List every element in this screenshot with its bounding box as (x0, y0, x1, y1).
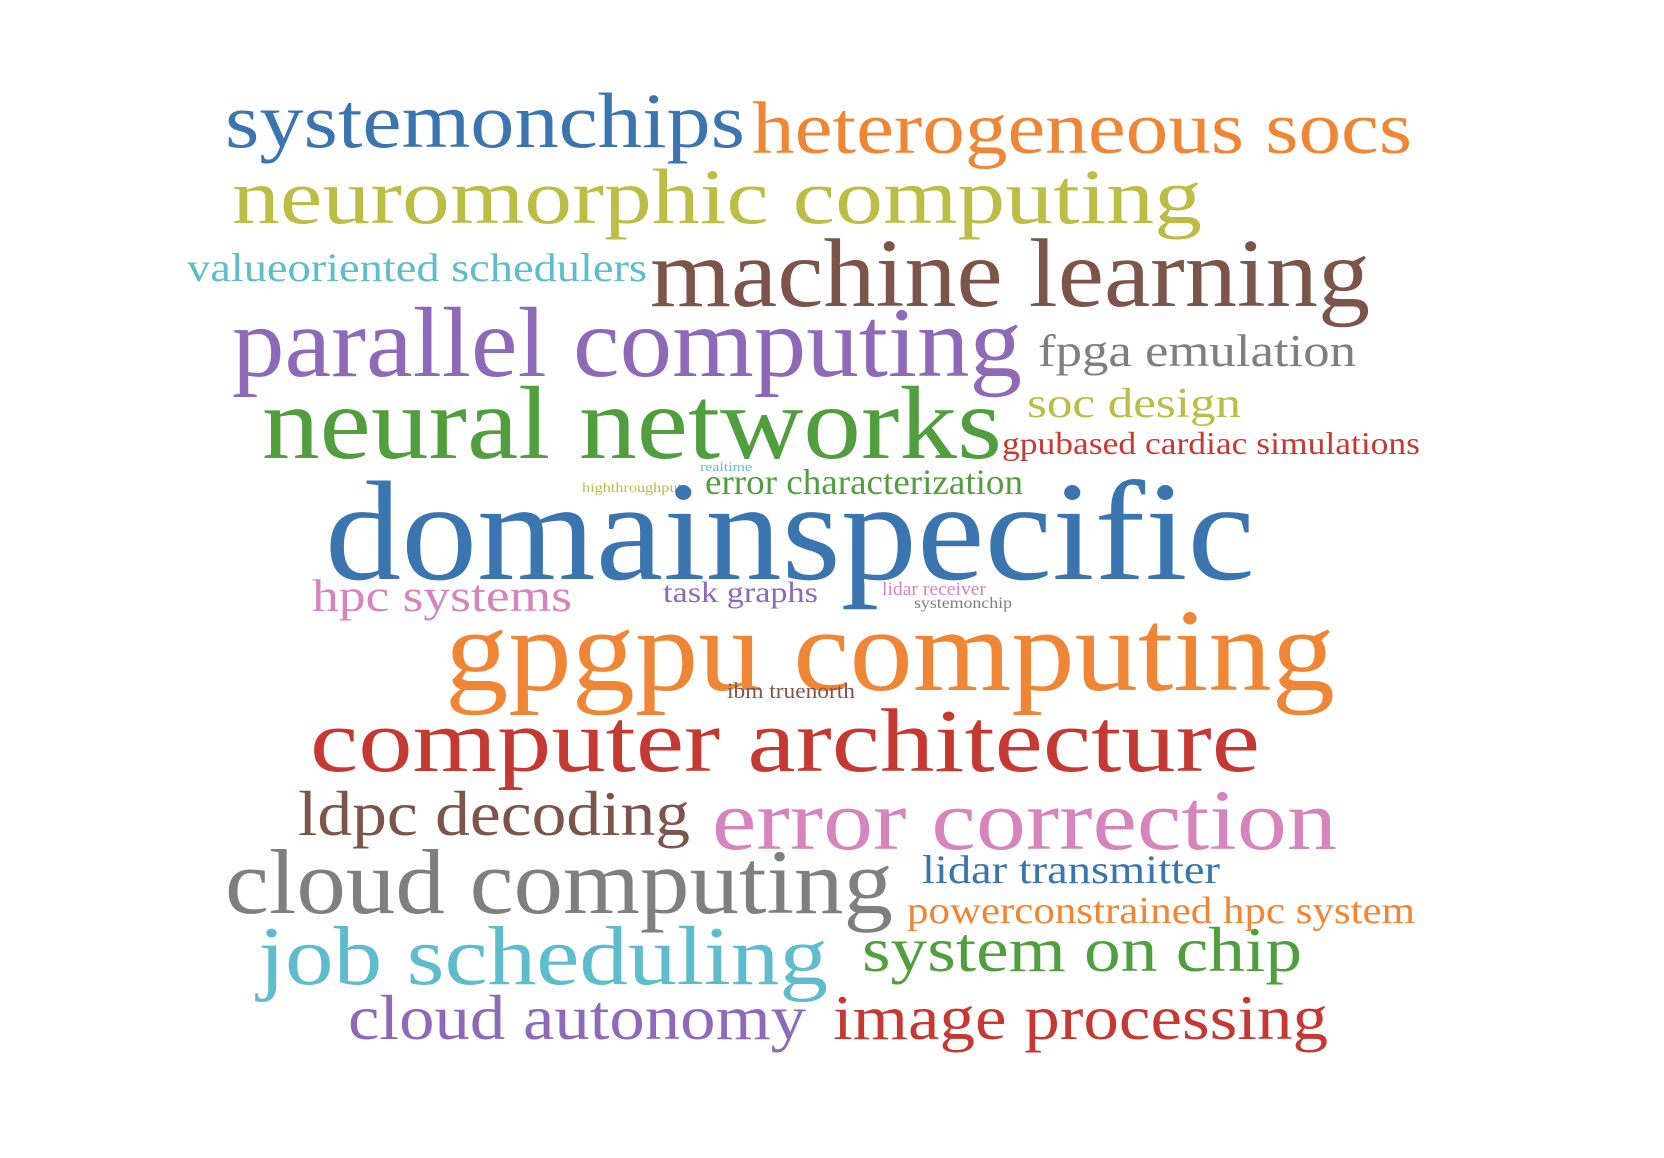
word-computer-architecture: computer architecture (310, 692, 1260, 791)
word-machine-learning: machine learning (650, 220, 1371, 328)
word-neural-networks: neural networks (262, 366, 1002, 481)
word-gpubased-cardiac-simulations: gpubased cardiac simulations (1002, 425, 1421, 461)
word-ldpc-decoding: ldpc decoding (298, 778, 690, 849)
word-soc-design: soc design (1027, 381, 1241, 427)
word-systemonchip: systemonchip (914, 595, 1012, 612)
word-hpc-systems: hpc systems (312, 570, 572, 621)
word-lidar-receiver: lidar receiver (882, 579, 986, 600)
word-task-graphs: task graphs (663, 576, 819, 609)
word-ibm-truenorth: ibm truenorth (727, 678, 855, 703)
word-gpgpu-computing: gpgpu computing (445, 585, 1336, 716)
word-error-correction: error correction (712, 772, 1337, 868)
word-systemonchips: systemonchips (225, 77, 746, 164)
word-image-processing: image processing (833, 982, 1328, 1053)
word-realtime: realtime (700, 459, 752, 474)
word-powerconstrained-hpc-system: powerconstrained hpc system (907, 890, 1415, 932)
word-valueoriented-schedulers: valueoriented schedulers (187, 245, 647, 290)
word-fpga-emulation: fpga emulation (1038, 325, 1357, 376)
word-error-characterization: error characterization (705, 462, 1024, 502)
word-highthroughput: highthroughput (582, 481, 683, 496)
word-domainspecific: domainspecific (325, 452, 1256, 610)
word-heterogeneous-socs: heterogeneous socs (752, 88, 1413, 170)
word-system-on-chip: system on chip (862, 914, 1302, 985)
word-parallel-computing: parallel computing (232, 287, 1023, 398)
word-neuromorphic-computing: neuromorphic computing (232, 153, 1202, 240)
word-lidar-transmitter: lidar transmitter (922, 847, 1221, 892)
word-cloud-computing: cloud computing (225, 831, 893, 933)
word-cloud-autonomy: cloud autonomy (348, 982, 807, 1053)
word-job-scheduling: job scheduling (258, 910, 829, 1003)
